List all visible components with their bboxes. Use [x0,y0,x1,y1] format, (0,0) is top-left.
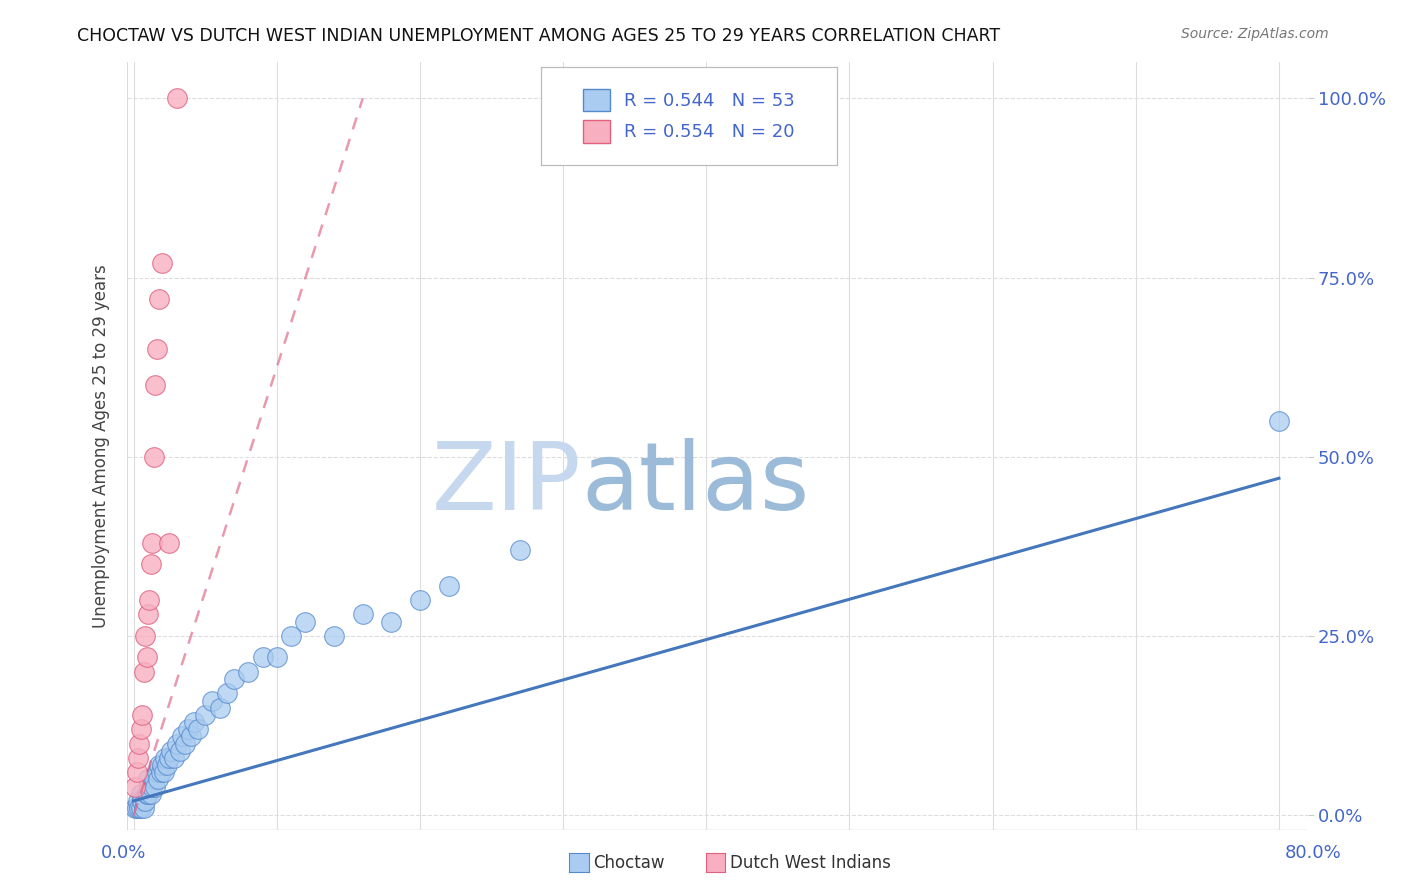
Point [142,772,165,787]
Point [148,292,170,306]
Point [152,765,174,780]
Text: Source: ZipAtlas.com: Source: ZipAtlas.com [1181,27,1329,41]
Legend: R = 0.544   N = 53, R = 0.554   N = 20: R = 0.544 N = 53, R = 0.554 N = 20 [575,82,803,150]
Point [128,801,150,815]
Point [194,707,217,722]
Point [124,801,146,815]
Point [141,780,163,794]
Point [166,91,188,105]
Point [138,780,160,794]
Point [124,780,146,794]
Point [134,629,156,643]
Point [266,650,288,665]
Point [129,801,152,815]
Point [129,722,152,736]
Point [129,787,152,801]
Text: ZIP: ZIP [432,438,581,531]
Point [127,751,149,765]
Point [352,607,374,622]
Point [159,536,181,550]
Point [148,758,170,772]
Point [380,615,402,629]
Point [187,722,209,736]
Point [149,765,172,780]
Point [139,558,162,572]
Point [145,765,167,780]
Point [128,737,150,751]
Point [166,737,188,751]
Point [125,765,148,780]
Point [159,751,181,765]
Point [437,579,460,593]
Point [169,744,191,758]
Point [132,665,155,679]
Point [208,700,231,714]
Point [160,744,183,758]
Text: Choctaw: Choctaw [593,855,665,872]
Text: 80.0%: 80.0% [1285,844,1341,862]
Point [201,693,224,707]
Point [143,378,166,392]
Point [136,772,159,787]
Point [177,722,200,736]
Text: Dutch West Indians: Dutch West Indians [730,855,890,872]
Point [146,772,169,787]
Y-axis label: Unemployment Among Ages 25 to 29 years: Unemployment Among Ages 25 to 29 years [91,264,110,628]
Text: CHOCTAW VS DUTCH WEST INDIAN UNEMPLOYMENT AMONG AGES 25 TO 29 YEARS CORRELATION : CHOCTAW VS DUTCH WEST INDIAN UNEMPLOYMEN… [77,27,1001,45]
Point [131,794,153,808]
Text: 0.0%: 0.0% [101,844,146,862]
Text: atlas: atlas [581,438,810,531]
Point [509,543,531,558]
Point [131,707,153,722]
Point [323,629,346,643]
Point [174,737,197,751]
Point [139,787,162,801]
Point [127,794,149,808]
Point [141,536,163,550]
Point [252,650,274,665]
Point [125,801,148,815]
Point [238,665,260,679]
Point [409,593,432,607]
Point [134,794,156,808]
Point [172,730,194,744]
Point [145,342,167,356]
Point [222,672,245,686]
Point [163,751,186,765]
Point [180,730,202,744]
Point [150,758,173,772]
Point [1268,414,1291,428]
Point [136,787,159,801]
Point [135,650,157,665]
Point [135,787,157,801]
Point [156,758,179,772]
Point [294,615,316,629]
Point [142,450,165,464]
Point [215,686,238,700]
Point [280,629,302,643]
Point [153,751,176,765]
Point [138,593,160,607]
Point [136,607,159,622]
Point [150,256,173,270]
Point [132,801,155,815]
Point [183,714,205,729]
Point [143,780,166,794]
